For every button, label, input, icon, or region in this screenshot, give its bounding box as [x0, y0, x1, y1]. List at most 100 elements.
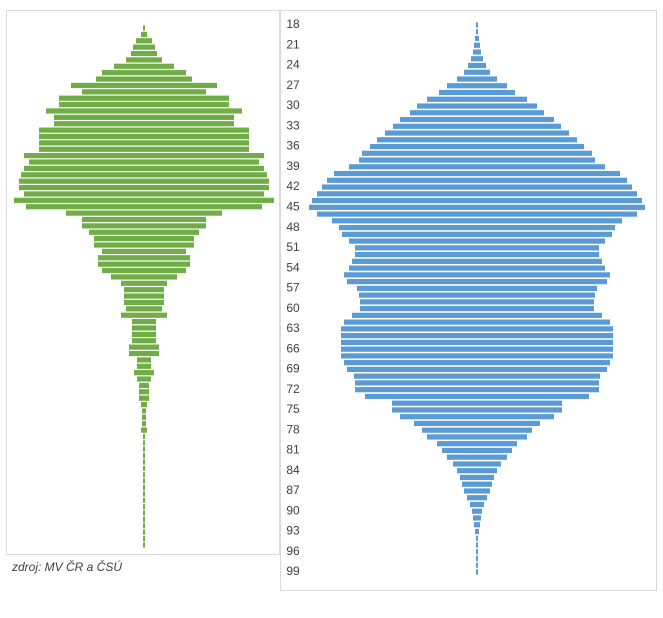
bar — [349, 265, 605, 271]
bar — [349, 238, 605, 244]
y-tick-label: 78 — [286, 422, 300, 436]
bar — [468, 62, 486, 69]
bar — [475, 35, 479, 42]
bar — [39, 127, 249, 133]
bar — [14, 197, 274, 203]
bar — [464, 69, 490, 75]
bar — [417, 103, 537, 109]
bar — [332, 218, 622, 224]
y-tick-label: 27 — [286, 78, 300, 92]
bar — [143, 510, 145, 516]
bar — [29, 159, 259, 165]
bar — [137, 376, 151, 382]
bar — [82, 223, 206, 229]
bar — [349, 164, 605, 170]
bar — [439, 89, 515, 96]
bar — [360, 299, 594, 305]
bar — [355, 380, 599, 386]
bar — [139, 389, 149, 395]
bar — [132, 338, 156, 344]
bar — [94, 242, 194, 248]
bar — [39, 146, 249, 152]
bar — [447, 454, 507, 460]
y-tick-label: 69 — [286, 362, 300, 376]
bar — [427, 434, 527, 440]
bar — [129, 344, 159, 350]
bar — [54, 114, 234, 120]
bar — [359, 157, 595, 163]
bar — [141, 427, 147, 433]
bar — [365, 393, 589, 400]
bar — [347, 366, 607, 373]
bar — [24, 165, 264, 172]
bar — [344, 319, 610, 325]
bar — [341, 346, 613, 352]
bar — [139, 382, 149, 389]
bar — [322, 184, 632, 190]
y-tick-label: 48 — [286, 220, 300, 234]
bar — [124, 299, 164, 306]
bar — [472, 508, 482, 514]
bar — [39, 140, 249, 146]
bar — [111, 274, 177, 280]
bar — [143, 516, 145, 523]
bar — [143, 465, 145, 472]
bar — [309, 204, 645, 210]
bar — [26, 204, 262, 210]
y-tick-label: 93 — [286, 524, 300, 538]
bar — [143, 459, 145, 465]
bar — [143, 440, 145, 446]
bar — [66, 210, 222, 216]
bar — [98, 255, 190, 261]
y-tick-label: 24 — [286, 58, 300, 72]
bar — [126, 57, 162, 63]
y-tick-label: 30 — [286, 98, 300, 112]
bar — [137, 357, 151, 363]
bar — [141, 31, 147, 37]
bar — [460, 474, 494, 481]
bar — [352, 312, 602, 318]
y-tick-label: 90 — [286, 503, 300, 517]
y-tick-label: 42 — [286, 179, 300, 193]
y-tick-label: 39 — [286, 159, 300, 173]
left-panel — [6, 10, 280, 555]
y-tick-label: 54 — [286, 260, 300, 274]
bar — [442, 447, 512, 454]
y-tick-label: 18 — [286, 17, 300, 31]
bar — [143, 497, 145, 503]
bar — [24, 191, 264, 197]
right-panel — [280, 10, 657, 591]
bar — [473, 515, 481, 521]
bar — [476, 549, 478, 555]
bar — [71, 82, 217, 89]
bar — [400, 414, 554, 420]
bar — [102, 248, 186, 254]
bar — [131, 50, 157, 57]
bar — [422, 427, 532, 433]
bar — [355, 387, 599, 393]
bar — [427, 96, 527, 102]
bar — [124, 293, 164, 299]
bar — [133, 44, 155, 50]
bar — [342, 231, 612, 237]
y-tick-label: 66 — [286, 341, 300, 355]
bar — [377, 137, 577, 143]
bar — [19, 184, 269, 191]
bar — [143, 536, 145, 542]
bar — [453, 461, 501, 467]
bar — [474, 522, 480, 528]
bar — [126, 306, 162, 312]
bar — [142, 421, 146, 427]
bar — [385, 130, 569, 136]
bar — [471, 56, 483, 62]
y-tick-label: 72 — [286, 382, 300, 396]
bar — [21, 172, 267, 178]
bar — [143, 504, 145, 510]
bar — [341, 339, 613, 345]
bar — [142, 408, 146, 414]
bar — [39, 133, 249, 140]
bar — [89, 229, 199, 235]
bar — [393, 123, 561, 129]
bar — [59, 95, 229, 101]
bar — [98, 261, 190, 267]
